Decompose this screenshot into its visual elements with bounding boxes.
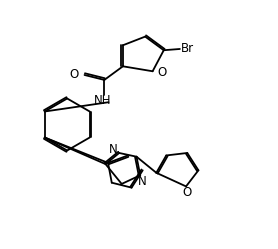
Text: N: N <box>109 143 117 156</box>
Text: O: O <box>70 68 79 81</box>
Text: O: O <box>183 186 192 199</box>
Text: NH: NH <box>94 94 112 108</box>
Text: N: N <box>138 175 147 188</box>
Text: Br: Br <box>181 43 194 56</box>
Text: O: O <box>157 66 166 79</box>
